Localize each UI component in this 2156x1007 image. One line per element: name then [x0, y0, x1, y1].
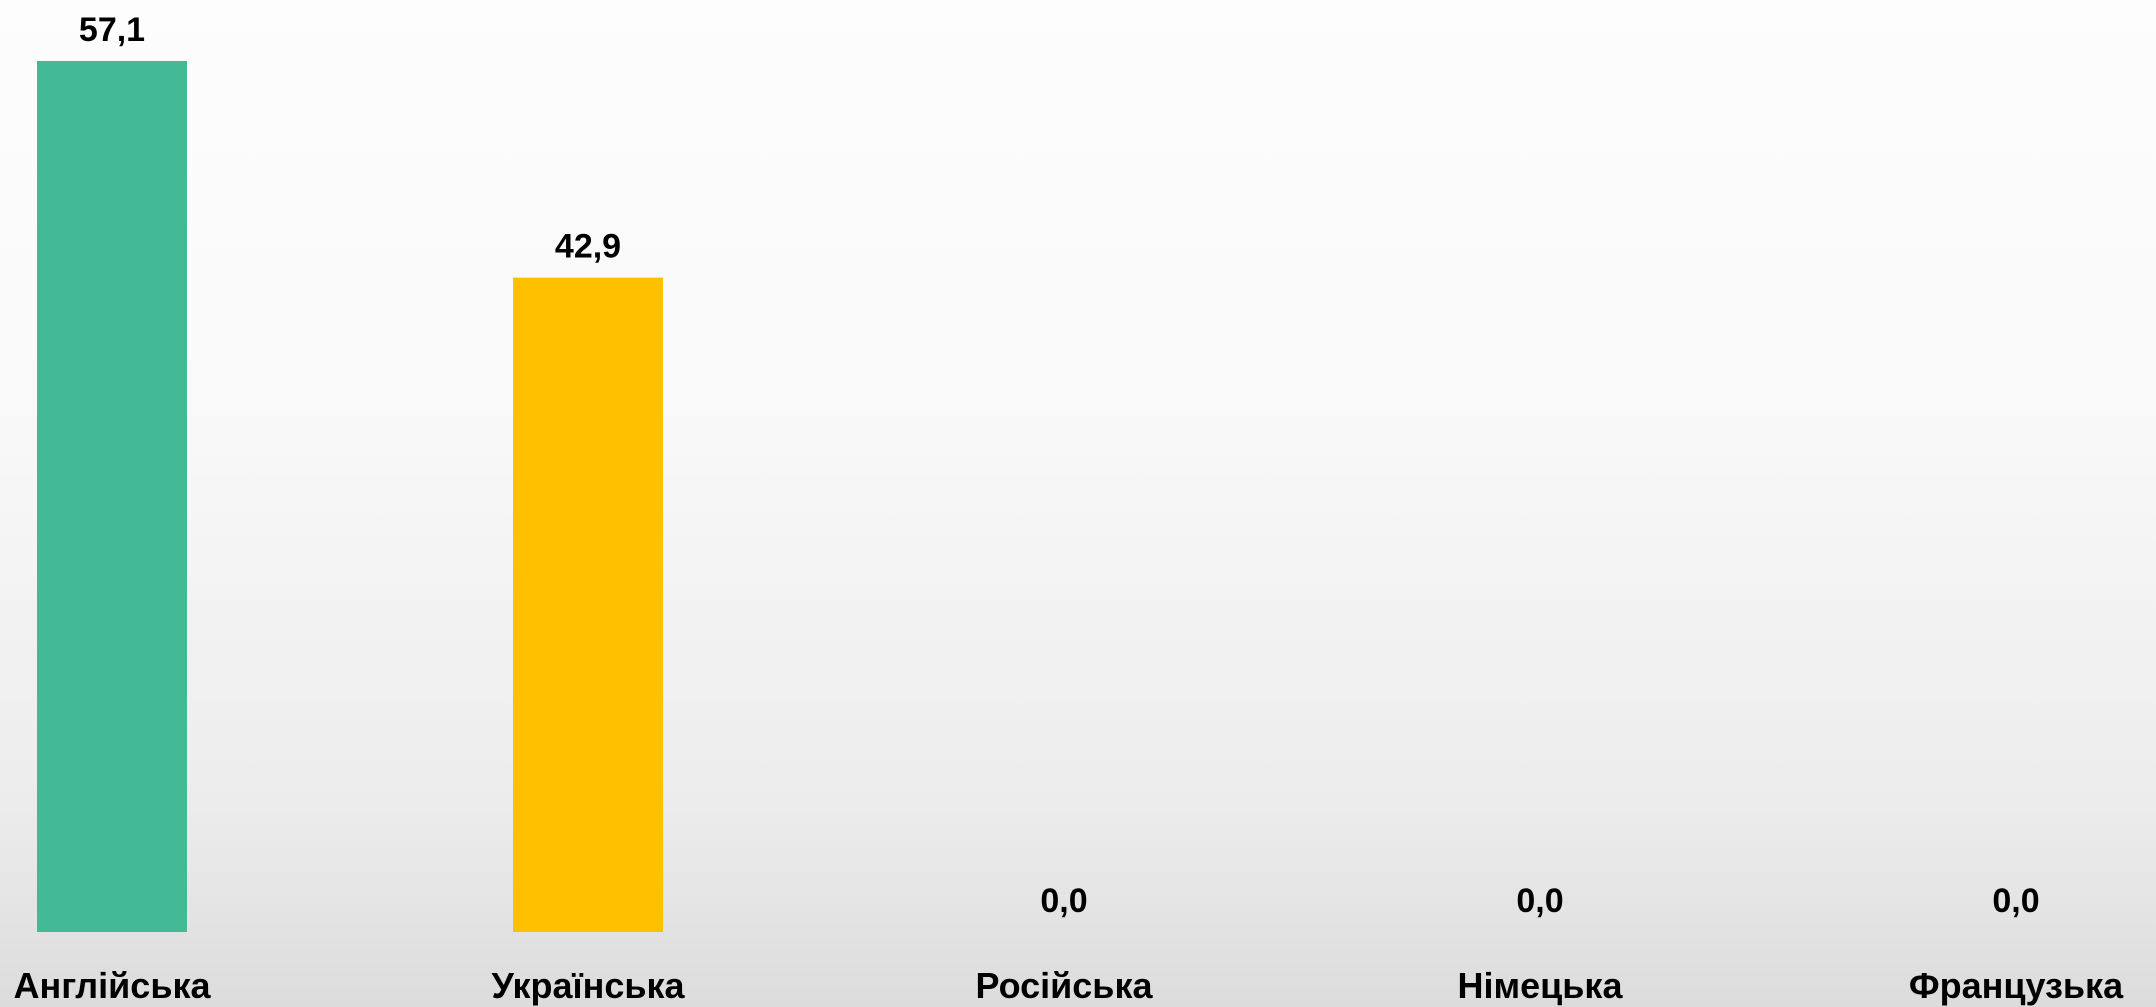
bar-1 — [37, 61, 187, 932]
value-label-4: 0,0 — [1516, 882, 1563, 920]
category-label-4: Німецька — [1458, 965, 1624, 1006]
category-labels-layer: Англійська Українська Російська Німецька Фра… — [13, 965, 2124, 1006]
category-label-1: Англійська — [13, 965, 211, 1006]
category-label-2: Українська — [491, 965, 685, 1006]
value-label-1: 57,1 — [79, 11, 145, 49]
category-label-5: Французька — [1909, 965, 2124, 1006]
bar-2 — [513, 277, 663, 932]
bars-layer — [37, 61, 663, 932]
category-label-3: Російська — [976, 965, 1154, 1006]
value-label-2: 42,9 — [555, 228, 621, 266]
value-label-5: 0,0 — [1992, 882, 2039, 920]
value-labels-layer: 57,1 42,9 0,0 0,0 0,0 — [79, 11, 2040, 920]
value-label-3: 0,0 — [1040, 882, 1087, 920]
